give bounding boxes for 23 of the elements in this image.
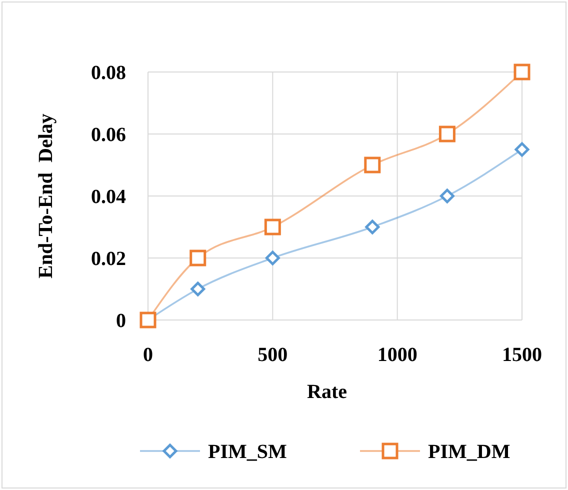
point [364, 156, 381, 174]
point [264, 218, 281, 236]
point [514, 142, 530, 157]
x-axis-title: Rate [307, 381, 348, 403]
point [440, 188, 454, 204]
y-tick-label: 0 [116, 310, 126, 332]
x-tick-label: 1500 [502, 344, 542, 366]
point [438, 126, 456, 142]
x-tick-label: 500 [258, 344, 288, 366]
point [365, 220, 380, 234]
point [190, 282, 206, 296]
x-tick-label: 0 [143, 344, 153, 366]
x-tick-label: 1000 [377, 344, 418, 366]
y-tick-label: 0.04 [91, 186, 126, 208]
y-tick-label: 0.06 [91, 124, 126, 146]
y-axis-title: End-To-End Delay [35, 114, 57, 278]
point [514, 64, 530, 80]
legend-label: PIM_SM [208, 441, 287, 463]
legend-label: PIM_DM [428, 441, 510, 463]
point [265, 250, 280, 266]
point [190, 250, 206, 266]
y-tick-label: 0.02 [91, 248, 126, 270]
y-tick-label: 0.08 [91, 62, 126, 84]
